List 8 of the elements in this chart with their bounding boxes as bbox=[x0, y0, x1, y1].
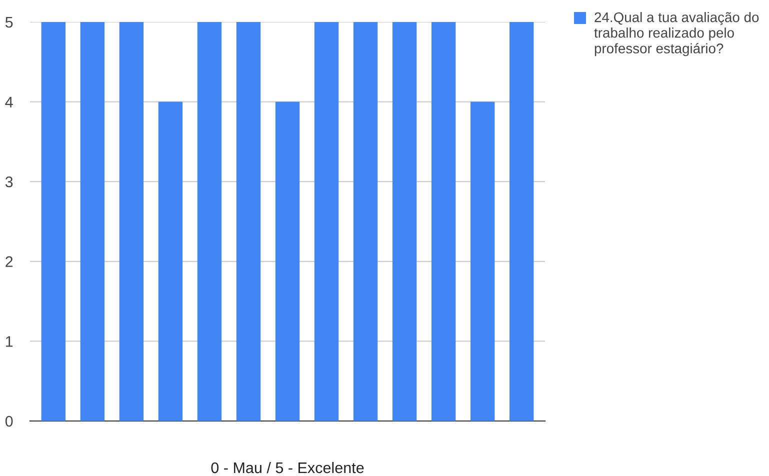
x-axis-title: 0 - Mau / 5 - Excelente bbox=[211, 462, 364, 474]
y-tick-label: 5 bbox=[5, 17, 13, 28]
legend-label: 24.Qual a tua avaliação do trabalho realizado pelo professor estagiário? bbox=[594, 12, 759, 56]
y-tick-label: 3 bbox=[5, 176, 13, 188]
y-tick-label: 0 bbox=[5, 416, 13, 427]
y-tick-label: 4 bbox=[5, 96, 13, 108]
y-tick-label: 1 bbox=[6, 336, 13, 347]
y-tick-label: 2 bbox=[6, 256, 13, 267]
